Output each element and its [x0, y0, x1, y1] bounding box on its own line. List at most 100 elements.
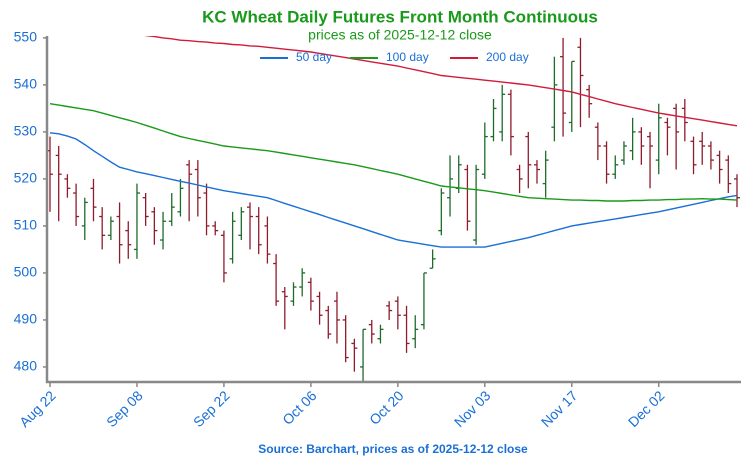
ohlc-bar: [403, 305, 410, 353]
x-tick-label: Nov 17: [538, 387, 581, 430]
ohlc-bar: [351, 338, 358, 372]
legend-label: 200 day: [486, 50, 529, 64]
ohlc-bar: [620, 141, 627, 165]
ohlc-bar: [707, 141, 714, 170]
ohlc-bar: [281, 287, 288, 330]
ohlc-bar: [386, 301, 393, 320]
x-tick-label: Aug 22: [16, 387, 59, 430]
y-tick-label: 480: [14, 358, 38, 374]
ohlc-bar: [133, 183, 140, 259]
ohlc-bar: [273, 254, 280, 306]
ohlc-bar: [542, 150, 549, 198]
x-tick-label: Sep 22: [190, 387, 233, 430]
ohlc-bar: [664, 117, 671, 156]
ohlc-bar: [55, 146, 62, 222]
ohlc-bar: [533, 160, 540, 184]
x-tick-label: Nov 03: [451, 387, 494, 430]
ohlc-bar: [420, 272, 427, 330]
ohlc-bar: [499, 84, 506, 142]
y-tick-label: 550: [14, 29, 38, 45]
y-tick-label: 530: [14, 123, 38, 139]
ohlc-bar: [681, 98, 688, 142]
x-tick-label: Sep 08: [103, 387, 146, 430]
ohlc-bar: [429, 249, 436, 269]
y-tick-label: 520: [14, 170, 38, 186]
ohlc-bar: [394, 296, 401, 330]
ohlc-bar: [525, 131, 532, 189]
ohlc-bar: [655, 103, 662, 175]
ohlc-bar: [603, 141, 610, 184]
ohlc-bar: [647, 131, 654, 189]
ohlc-bar: [560, 37, 567, 137]
y-tick-label: 510: [14, 217, 38, 233]
ohlc-bar: [673, 103, 680, 170]
chart-title: KC Wheat Daily Futures Front Month Conti…: [202, 7, 598, 26]
chart-subtitle: prices as of 2025-12-12 close: [308, 27, 492, 43]
ohlc-bar: [229, 211, 236, 264]
ohlc-bar: [577, 37, 584, 128]
ohlc-bar: [473, 164, 480, 245]
ohlc-bar: [186, 160, 193, 222]
ohlc-bar: [490, 98, 497, 142]
ohlc-bar: [194, 160, 201, 217]
ohlc-bar: [90, 178, 97, 222]
ohlc-bar: [107, 216, 114, 241]
ohlc-bar: [81, 197, 88, 241]
ohlc-bar: [316, 291, 323, 325]
ohlc-bar: [177, 178, 184, 217]
legend: 50 day 100 day 200 day: [260, 50, 529, 64]
ohlc-bar: [264, 216, 271, 264]
ohlc-bar: [125, 221, 132, 259]
ohlc-bar: [412, 315, 419, 349]
y-tick-label: 490: [14, 311, 38, 327]
ohlc-bar: [168, 193, 175, 226]
ohlc-bar: [377, 324, 384, 344]
ohlc-bar: [638, 127, 645, 165]
ohlc-bar: [299, 268, 306, 297]
ohlc-bar: [481, 122, 488, 179]
ohlc-bar: [116, 202, 123, 264]
ma-line: [49, 132, 738, 248]
ohlc-bar: [325, 305, 332, 339]
ohlc-bar: [160, 211, 167, 250]
plot-area: [47, 36, 740, 382]
ohlc-bar: [64, 174, 71, 198]
ohlc-bar: [438, 188, 445, 236]
ohlc-bar: [551, 56, 558, 142]
ohlc-bar: [629, 117, 636, 161]
source-note: Source: Barchart, prices as of 2025-12-1…: [258, 442, 528, 456]
y-tick-label: 500: [14, 264, 38, 280]
ohlc-bar: [333, 291, 340, 344]
ohlc-bar: [73, 183, 80, 226]
ohlc-bar: [307, 277, 314, 311]
ohlc-bar: [699, 131, 706, 165]
ohlc-bar: [99, 207, 106, 250]
ohlc-bar: [255, 207, 262, 255]
legend-label: 50 day: [296, 50, 332, 64]
ohlc-bar: [447, 155, 454, 217]
ohlc-bar: [290, 282, 297, 306]
ohlc-bar: [220, 230, 227, 283]
ohlc-bar: [716, 150, 723, 184]
x-tick-label: Oct 20: [366, 387, 407, 428]
legend-label: 100 day: [386, 50, 429, 64]
ma-line: [49, 103, 738, 202]
ohlc-bar: [238, 207, 245, 241]
ohlc-bar: [734, 174, 740, 208]
ohlc-bar: [151, 207, 158, 245]
ohlc-bar: [142, 193, 149, 226]
ohlc-bar: [725, 155, 732, 194]
ohlc-bar: [247, 202, 254, 250]
ohlc-bar: [690, 136, 697, 175]
ohlc-bar: [586, 84, 593, 118]
ohlc-bar: [612, 155, 619, 179]
ohlc-bar: [594, 122, 601, 161]
ma-line: [144, 36, 738, 127]
ohlc-bar: [464, 164, 471, 231]
ohlc-bar: [568, 60, 575, 132]
ohlc-bar: [507, 89, 514, 156]
ohlc-bar: [360, 328, 367, 382]
x-tick-label: Dec 02: [625, 387, 668, 430]
ohlc-bar: [203, 183, 210, 236]
